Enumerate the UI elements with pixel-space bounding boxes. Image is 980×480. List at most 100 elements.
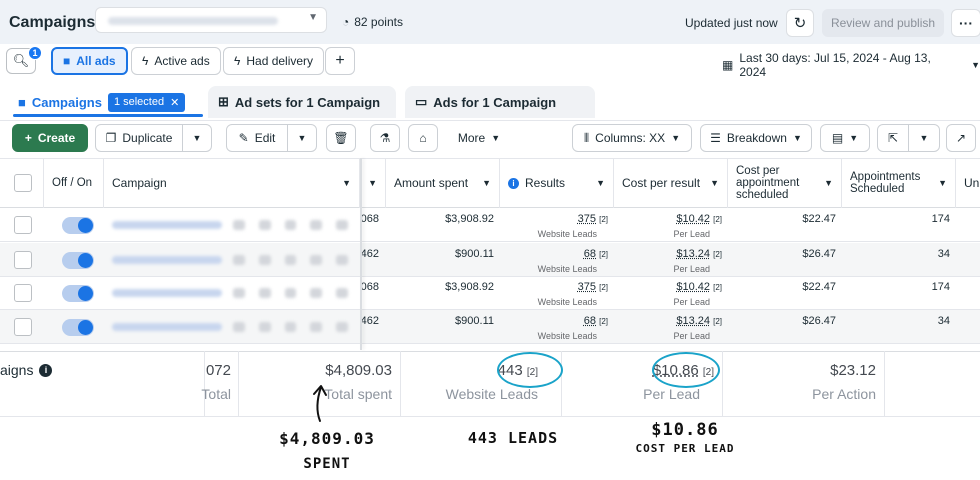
cell-results-value[interactable]: 375 <box>577 281 597 293</box>
cell-cost-per-result[interactable]: $13.24 [2] <box>614 315 722 327</box>
header-appointments-scheduled[interactable]: Appointments Scheduled ▼ <box>842 158 956 208</box>
header-campaign[interactable]: Campaign ▼ <box>104 158 360 208</box>
folder-icon: ■ <box>18 94 26 110</box>
cell-cpr-value[interactable]: $10.42 <box>676 281 711 293</box>
campaign-name-redacted[interactable] <box>112 256 222 264</box>
cell-cpr-note: [2] <box>713 250 722 259</box>
tab-campaigns-label: Campaigns <box>31 94 102 110</box>
date-range-picker[interactable]: ▦ Last 30 days: Jul 15, 2024 - Aug 13, 2… <box>722 51 980 79</box>
charts-button[interactable]: ↗ <box>946 124 976 152</box>
table-row[interactable] <box>0 208 980 242</box>
export-dropdown[interactable]: ▼ <box>908 124 940 152</box>
cell-results-value[interactable]: 68 <box>583 315 597 327</box>
close-icon[interactable]: ✕ <box>170 96 180 109</box>
campaign-toggle[interactable] <box>62 252 94 269</box>
cell-cost-per-result[interactable]: $10.42 [2] <box>614 281 722 293</box>
info-icon[interactable]: i <box>508 177 519 189</box>
export-button[interactable]: ⇱ <box>877 124 909 152</box>
cell-results[interactable]: 68 [2] <box>500 248 608 260</box>
select-all-checkbox[interactable] <box>14 174 32 192</box>
totals-leads-label: Website Leads <box>445 386 538 402</box>
tab-ads[interactable]: ▭ Ads for 1 Campaign <box>405 86 595 118</box>
had-delivery-chip[interactable]: ϟ Had delivery <box>223 47 325 75</box>
refresh-icon: ↻ <box>793 15 807 32</box>
create-button[interactable]: + Create <box>12 124 88 152</box>
cell-cpr-value[interactable]: $13.24 <box>676 248 711 260</box>
duplicate-label: Duplicate <box>122 131 173 145</box>
header-cost-per-appointment-label: Cost per appointment scheduled <box>736 165 800 201</box>
more-options-button[interactable]: ··· <box>951 9 980 37</box>
header-hidden-column[interactable]: ▼ <box>362 158 386 208</box>
cell-results[interactable]: 68 [2] <box>500 315 608 327</box>
active-ads-chip[interactable]: ϟ Active ads <box>131 47 221 75</box>
points-indicator[interactable]: ◔ 82 points <box>342 15 403 29</box>
cell-results[interactable]: 375 [2] <box>500 213 608 225</box>
breakdown-button[interactable]: ☰ Breakdown ▼ <box>700 124 812 152</box>
more-button[interactable]: More ▼ <box>448 124 510 152</box>
edit-button[interactable]: ✎ Edit <box>226 124 288 152</box>
cell-cpr-sub: Per Lead <box>673 264 710 274</box>
header-amount-spent[interactable]: Amount spent ▼ <box>386 158 500 208</box>
cell-results-note: [2] <box>599 215 608 224</box>
cell-cpr-value[interactable]: $13.24 <box>676 315 711 327</box>
tab-ad-sets-label: Ad sets for 1 Campaign <box>234 94 381 110</box>
cell-results-sub: Website Leads <box>537 297 597 307</box>
cell-hidden-value: 462 <box>360 248 379 260</box>
chevron-down-icon: ▼ <box>308 12 318 23</box>
campaign-name-redacted[interactable] <box>112 323 222 331</box>
chevron-down-icon: ▼ <box>792 133 802 143</box>
add-filter-button[interactable]: + <box>325 47 355 75</box>
tags-button[interactable]: ⌂ <box>408 124 438 152</box>
campaign-name-redacted[interactable] <box>112 221 222 229</box>
cell-results-value[interactable]: 68 <box>583 248 597 260</box>
campaign-toggle[interactable] <box>62 319 94 336</box>
header-cost-per-result[interactable]: Cost per result ▼ <box>614 158 728 208</box>
cell-results-note: [2] <box>599 283 608 292</box>
ab-test-button[interactable]: ⚗︎ <box>370 124 400 152</box>
review-publish-button[interactable]: Review and publish <box>822 9 944 37</box>
duplicate-button[interactable]: ❐ Duplicate <box>95 124 183 152</box>
reports-button[interactable]: ▤ ▼ <box>820 124 870 152</box>
selected-badge[interactable]: 1 selected ✕ <box>107 92 186 112</box>
grid-icon: ⊞ <box>218 94 229 109</box>
table-row[interactable] <box>0 276 980 310</box>
cell-cpr-sub: Per Lead <box>673 331 710 341</box>
header-select-all[interactable] <box>0 158 44 208</box>
campaign-name-redacted[interactable] <box>112 289 222 297</box>
cell-cpr-value[interactable]: $10.42 <box>676 213 711 225</box>
account-selector[interactable]: ▼ <box>95 7 327 33</box>
cell-cost-per-result[interactable]: $10.42 [2] <box>614 213 722 225</box>
campaign-toggle[interactable] <box>62 285 94 302</box>
tab-campaigns[interactable]: ■ Campaigns 1 selected ✕ <box>8 86 196 118</box>
info-icon[interactable]: i <box>39 363 53 377</box>
tab-ad-sets[interactable]: ⊞ Ad sets for 1 Campaign <box>208 86 396 118</box>
all-ads-chip[interactable]: ■ All ads <box>51 47 128 75</box>
columns-button[interactable]: ⦀ Columns: XX ▼ <box>572 124 692 152</box>
duplicate-dropdown[interactable]: ▼ <box>182 124 212 152</box>
edit-dropdown[interactable]: ▼ <box>287 124 317 152</box>
row-checkbox[interactable] <box>14 251 32 269</box>
totals-per-action-value: $23.12 <box>830 362 876 379</box>
row-actions-redacted <box>233 220 348 230</box>
row-checkbox[interactable] <box>14 216 32 234</box>
refresh-button[interactable]: ↻ <box>786 9 814 37</box>
row-checkbox[interactable] <box>14 318 32 336</box>
points-label: 82 points <box>354 15 403 29</box>
header-results-label: Results <box>525 176 566 190</box>
cell-results-value[interactable]: 375 <box>577 213 597 225</box>
campaign-toggle[interactable] <box>62 217 94 234</box>
date-range-label: Last 30 days: Jul 15, 2024 - Aug 13, 202… <box>739 51 931 79</box>
header-results[interactable]: i Results ▼ <box>500 158 614 208</box>
flask-icon: ⚗︎ <box>379 131 391 145</box>
totals-divider <box>400 351 401 417</box>
header-off-on: Off / On <box>44 158 104 208</box>
frozen-column-divider[interactable] <box>360 158 362 350</box>
row-checkbox[interactable] <box>14 284 32 302</box>
delete-button[interactable]: 🗑︎ <box>326 124 356 152</box>
chevron-down-icon: ▼ <box>192 133 202 143</box>
header-next-column[interactable]: Un <box>964 176 980 190</box>
cell-cpr-note: [2] <box>713 283 722 292</box>
cell-cost-per-result[interactable]: $13.24 [2] <box>614 248 722 260</box>
cell-results[interactable]: 375 [2] <box>500 281 608 293</box>
header-cost-per-appointment[interactable]: Cost per appointment scheduled ▼ <box>728 158 842 208</box>
